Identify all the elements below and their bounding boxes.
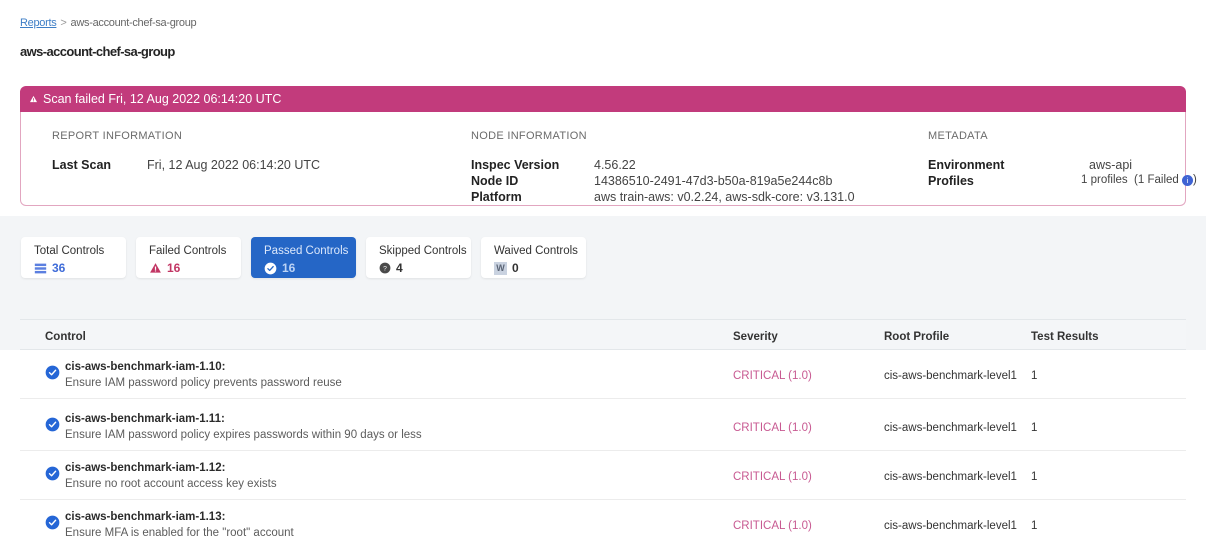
svg-text:?: ? [383,266,387,273]
